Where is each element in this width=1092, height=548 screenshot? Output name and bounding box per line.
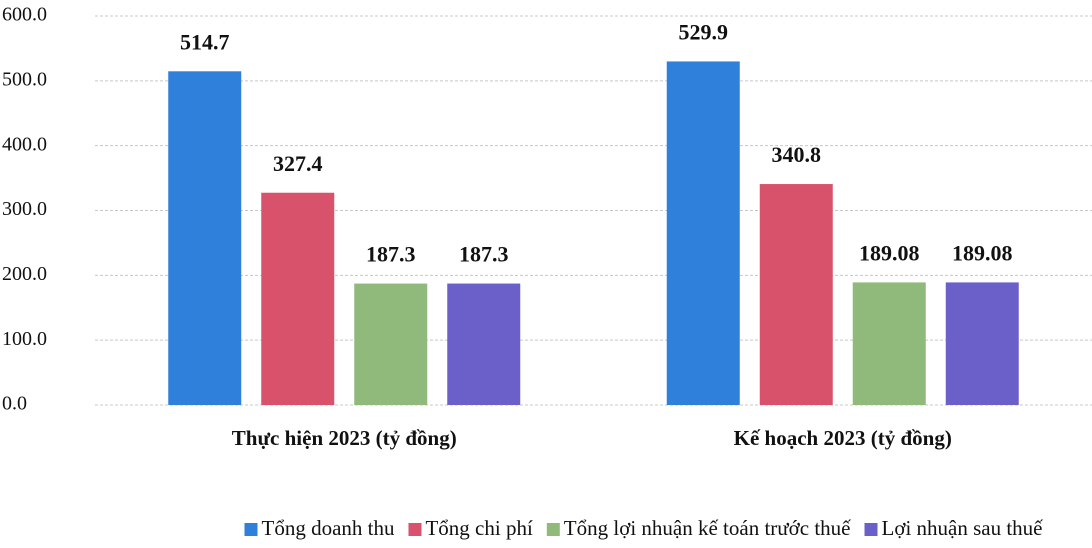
legend: Tổng doanh thu Tổng chi phí Tổng lợi nhuận… — [244, 516, 1043, 540]
legend-label: Tổng lợi nhuận kế toán trước thuế — [564, 516, 851, 540]
y-tick-label: 500.0 — [2, 68, 47, 90]
data-label: 327.4 — [273, 151, 323, 176]
bar — [759, 184, 833, 405]
legend-label: Lợi nhuận sau thuế — [882, 516, 1044, 540]
legend-swatch — [244, 523, 258, 536]
data-label: 187.3 — [459, 242, 509, 267]
data-label: 340.8 — [772, 142, 822, 167]
bar — [945, 282, 1019, 405]
data-label: 187.3 — [366, 242, 416, 267]
bar — [261, 192, 335, 405]
bar — [666, 61, 740, 405]
data-label: 529.9 — [679, 19, 729, 44]
legend-label: Tổng doanh thu — [261, 516, 394, 540]
bar — [852, 282, 926, 405]
bar — [168, 71, 242, 406]
bar — [447, 283, 521, 405]
data-label: 514.7 — [180, 29, 230, 54]
y-tick-label: 100.0 — [2, 328, 47, 350]
legend-swatch — [408, 523, 422, 536]
y-tick-label: 600.0 — [2, 4, 47, 26]
legend-label: Tổng chi phí — [425, 516, 532, 540]
legend-swatch — [864, 523, 878, 536]
bar — [354, 283, 428, 405]
y-tick-label: 300.0 — [2, 198, 47, 220]
data-label: 189.08 — [859, 240, 920, 265]
x-tick-label: Thực hiện 2023 (tỷ đồng) — [232, 426, 457, 450]
y-tick-label: 200.0 — [2, 263, 47, 285]
legend-swatch — [546, 523, 560, 536]
y-tick-label: 0.0 — [2, 393, 27, 415]
x-tick-label: Kế hoạch 2023 (tỷ đồng) — [734, 426, 952, 450]
y-tick-label: 400.0 — [2, 133, 47, 155]
data-label: 189.08 — [952, 240, 1013, 265]
